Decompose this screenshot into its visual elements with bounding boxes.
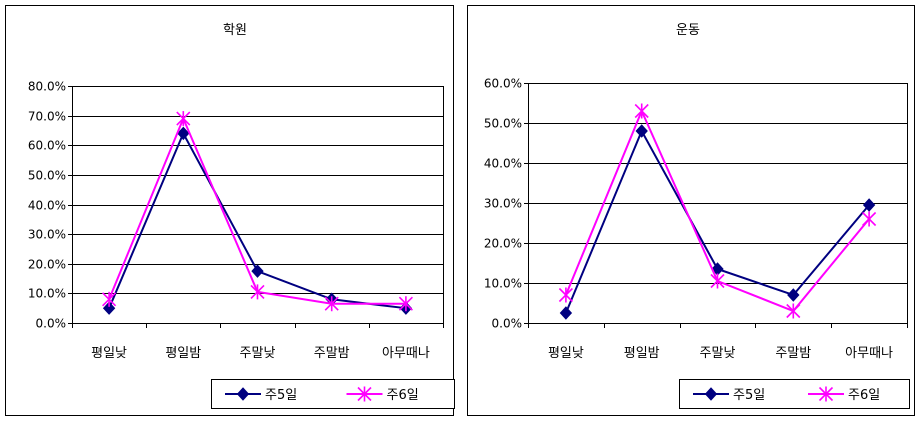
data-point-series-2 bbox=[250, 284, 265, 300]
legend-label: 주5일 bbox=[733, 388, 765, 403]
y-tick-label: 0.0% bbox=[36, 317, 67, 331]
data-point-series-1 bbox=[177, 126, 190, 141]
data-point-series-2 bbox=[786, 303, 801, 319]
legend-label: 주6일 bbox=[387, 388, 419, 403]
x-tick-label: 평일낮 bbox=[548, 346, 584, 361]
y-tick-label: 50.0% bbox=[28, 169, 66, 183]
y-tick-label: 20.0% bbox=[28, 258, 66, 272]
y-tick-label: 40.0% bbox=[28, 199, 66, 213]
y-tick-label: 0.0% bbox=[492, 317, 523, 331]
y-tick-label: 20.0% bbox=[484, 237, 522, 251]
chart-panel-undong: 운동 0.0% 10.0% 20.0% 30.0% 40.0% 50.0% 60.0% 평일낮 평… bbox=[464, 0, 920, 423]
x-tick-label: 주말낮 bbox=[240, 346, 276, 361]
chart-title: 학원 bbox=[223, 23, 247, 38]
y-tick-label: 50.0% bbox=[484, 117, 522, 131]
y-tick-label: 30.0% bbox=[28, 228, 66, 242]
y-tick-label: 10.0% bbox=[484, 277, 522, 291]
x-tick-label: 아무때나 bbox=[382, 346, 430, 361]
y-tick-label: 60.0% bbox=[28, 139, 66, 153]
legend-label: 주5일 bbox=[265, 388, 297, 403]
y-tick-label: 70.0% bbox=[28, 110, 66, 124]
x-tick-label: 평일밤 bbox=[165, 346, 201, 361]
x-tick-label: 주말밤 bbox=[775, 346, 811, 361]
chart-title: 운동 bbox=[676, 23, 700, 38]
x-tick-label: 아무때나 bbox=[845, 346, 893, 361]
data-point-series-1 bbox=[102, 301, 116, 315]
line-chart-hagwon: 학원 0.0% 10.0% 20.0% 30.0% 40.0% 50.0% 60.0% 70.0… bbox=[5, 5, 455, 416]
chart-frame bbox=[467, 5, 915, 416]
data-point-series-1 bbox=[559, 306, 573, 320]
x-tick-label: 주말낮 bbox=[700, 346, 736, 361]
legend-label: 주6일 bbox=[848, 388, 880, 403]
y-tick-label: 10.0% bbox=[28, 287, 66, 301]
data-point-series-2 bbox=[176, 111, 191, 127]
x-tick-label: 주말밤 bbox=[314, 346, 350, 361]
data-point-series-2 bbox=[710, 273, 725, 289]
legend-swatch-marker bbox=[704, 387, 718, 401]
data-point-series-2 bbox=[324, 296, 339, 312]
x-tick-label: 평일밤 bbox=[624, 346, 660, 361]
data-point-series-1 bbox=[635, 124, 648, 138]
y-tick-label: 60.0% bbox=[484, 77, 522, 91]
data-point-series-2 bbox=[398, 296, 413, 312]
data-point-series-2 bbox=[102, 291, 117, 307]
data-point-series-2 bbox=[862, 211, 877, 227]
y-tick-label: 80.0% bbox=[28, 80, 66, 94]
chart-frame bbox=[5, 5, 454, 416]
data-point-series-1 bbox=[862, 198, 876, 212]
legend-swatch-marker bbox=[236, 387, 250, 401]
data-point-series-2 bbox=[634, 103, 649, 119]
y-tick-label: 40.0% bbox=[484, 157, 522, 171]
x-tick-label: 평일낮 bbox=[91, 346, 127, 361]
data-point-series-1 bbox=[787, 288, 800, 302]
legend-swatch-marker bbox=[818, 386, 834, 402]
legend-swatch-marker bbox=[357, 386, 372, 402]
y-tick-label: 30.0% bbox=[484, 197, 522, 211]
data-point-series-2 bbox=[558, 287, 573, 303]
chart-panel-hagwon: 학원 0.0% 10.0% 20.0% 30.0% 40.0% 50.0% 60.0% 70.0… bbox=[5, 5, 455, 416]
data-point-series-1 bbox=[251, 264, 264, 278]
line-chart-undong: 운동 0.0% 10.0% 20.0% 30.0% 40.0% 50.0% 60.0% 평일낮 평… bbox=[467, 5, 915, 416]
